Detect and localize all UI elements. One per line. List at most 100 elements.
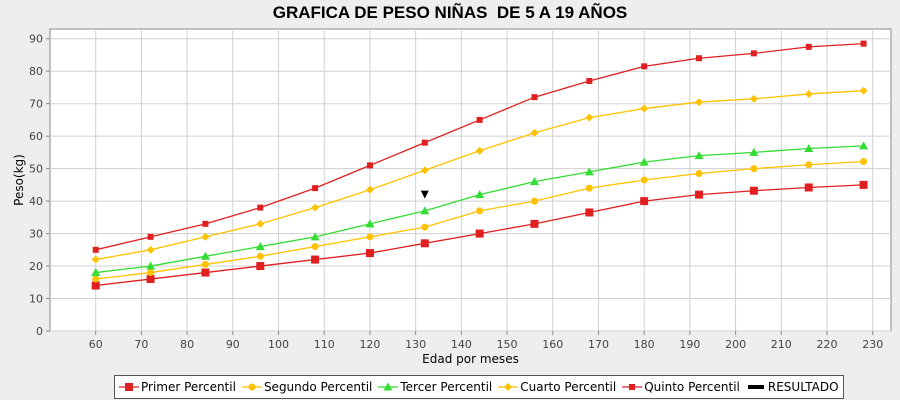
legend-swatch [241,383,262,391]
data-point [860,40,867,47]
data-point [147,269,155,277]
x-axis-label: Edad por meses [422,352,519,366]
x-tick-label: 60 [89,338,103,351]
y-tick-label: 30 [29,228,43,241]
data-point [804,183,813,192]
x-tick-label: 190 [679,338,700,351]
x-tick-label: 170 [588,338,609,351]
data-point [529,177,539,186]
data-point [585,184,593,192]
data-point [200,251,210,260]
data-point [311,243,319,251]
legend-swatch-marker [504,383,513,391]
plot-area [49,28,892,332]
x-tick-label: 90 [226,338,240,351]
data-point [365,219,375,228]
data-point [586,77,593,84]
data-point [202,220,209,227]
x-tick-label: 200 [725,338,746,351]
legend-swatch [498,383,519,391]
data-point [804,89,813,98]
data-point [365,249,374,258]
data-point [696,55,703,62]
data-point [695,170,703,178]
data-point [531,94,538,101]
data-point [641,63,648,70]
data-point [256,262,265,271]
y-tick-label: 60 [29,130,43,143]
data-point [695,190,704,199]
data-point [584,167,594,176]
data-point [91,268,101,277]
series-2 [92,157,868,283]
legend-swatch [119,383,139,391]
x-tick-label: 100 [268,338,289,351]
data-point [859,180,868,189]
data-point [421,223,429,231]
data-point [694,151,704,160]
y-tick-label: 80 [29,65,43,78]
data-point [750,50,757,57]
data-point [312,185,319,192]
data-point [804,144,814,153]
legend-label: Primer Percentil [141,380,236,394]
y-tick-label: 0 [36,325,43,338]
data-point [476,207,484,215]
x-tick-label: 140 [451,338,472,351]
y-tick-label: 50 [29,163,43,176]
data-point [475,146,484,155]
data-point [421,139,428,146]
data-point [585,208,594,217]
x-tick-label: 180 [634,338,655,351]
data-point [91,281,100,290]
legend-item: Primer Percentil [119,380,236,394]
legend-swatch-marker [629,384,636,390]
data-point [640,176,648,184]
legend-swatch-line [747,385,764,389]
data-point [256,252,264,260]
data-point [311,255,320,264]
data-point [256,219,265,228]
x-tick-label: 230 [862,338,883,351]
data-point [147,233,154,240]
result-point [420,190,429,199]
data-point [420,206,430,215]
y-axis-label: Peso(kg) [12,154,26,206]
data-point [146,245,155,254]
x-tick-label: 110 [314,338,335,351]
data-point [310,232,320,241]
legend-item: Tercer Percentil [378,380,492,394]
data-point [257,204,264,211]
x-tick-label: 220 [817,338,838,351]
data-point [749,94,758,103]
x-tick-label: 80 [180,338,194,351]
y-tick-label: 90 [29,33,43,46]
data-point [475,190,485,199]
legend-swatch [622,384,643,390]
data-point [640,197,649,206]
data-point [255,242,265,251]
data-point [92,246,99,253]
x-tick-label: 70 [134,338,148,351]
data-point [201,232,210,241]
legend: Primer Percentil Segundo Percentil Tercer … [114,375,844,399]
data-point [749,186,758,195]
data-point [201,260,209,268]
data-point [695,98,704,107]
chart-title: GRAFICA DE PESO NIÑAS DE 5 A 19 AÑOS [272,3,628,22]
y-tick-label: 10 [29,293,43,306]
data-point [365,185,374,194]
series-3 [91,141,869,277]
data-point [750,165,758,173]
data-point [749,147,759,156]
x-tick-label: 150 [497,338,518,351]
series-5 [92,40,867,253]
data-point [860,157,868,165]
data-point [91,255,100,264]
data-point [530,197,538,205]
legend-swatch [378,382,399,391]
data-point [366,233,374,241]
data-point [476,116,483,123]
legend-swatch-marker [383,382,393,391]
